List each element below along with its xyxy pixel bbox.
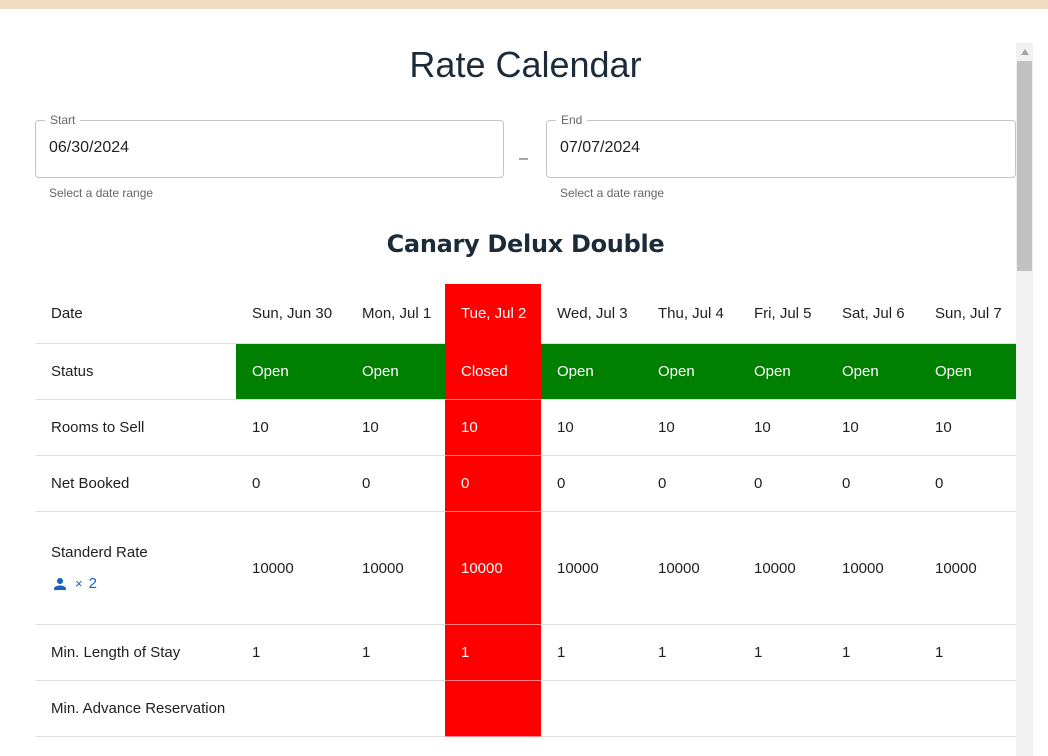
end-date-helper: Select a date range [560, 186, 665, 200]
row-label-min-length-of-stay: Min. Length of Stay [35, 624, 236, 681]
net-booked-row: Net Booked 0 0 0 0 0 0 0 0 [35, 455, 1016, 512]
standard-rate-cell[interactable]: 10000 [919, 511, 1016, 625]
net-booked-cell: 0 [738, 455, 826, 512]
date-header-cell: Mon, Jul 1 [346, 284, 445, 344]
min-length-of-stay-cell[interactable]: 1 [642, 624, 738, 681]
rooms-to-sell-cell[interactable]: 10 [642, 399, 738, 456]
min-advance-reservation-row: Min. Advance Reservation [35, 680, 1016, 737]
standard-rate-row: Standerd Rate × 2 10000 10000 10000 1000… [35, 511, 1016, 625]
date-header-cell: Tue, Jul 2 [445, 284, 541, 344]
net-booked-cell: 0 [826, 455, 919, 512]
min-length-of-stay-cell[interactable]: 1 [826, 624, 919, 681]
room-type-title: Canary Delux Double [386, 230, 665, 258]
row-label-rooms-to-sell: Rooms to Sell [35, 399, 236, 456]
min-advance-reservation-cell[interactable] [541, 680, 642, 737]
rooms-to-sell-cell[interactable]: 10 [541, 399, 642, 456]
min-length-of-stay-cell[interactable]: 1 [738, 624, 826, 681]
guests-multiplier: × [75, 576, 83, 591]
min-advance-reservation-cell[interactable] [826, 680, 919, 737]
min-advance-reservation-cell[interactable] [642, 680, 738, 737]
standard-rate-label: Standerd Rate [51, 543, 148, 561]
end-date-input[interactable] [560, 139, 980, 157]
date-header-cell: Wed, Jul 3 [541, 284, 642, 344]
status-cell[interactable]: Open [826, 343, 919, 400]
standard-rate-cell[interactable]: 10000 [826, 511, 919, 625]
net-booked-cell: 0 [541, 455, 642, 512]
standard-rate-cell[interactable]: 10000 [445, 511, 541, 625]
min-advance-reservation-cell[interactable] [919, 680, 1016, 737]
min-length-of-stay-cell[interactable]: 1 [236, 624, 346, 681]
scroll-up-arrow-icon[interactable] [1016, 43, 1033, 60]
status-cell[interactable]: Open [346, 343, 445, 400]
net-booked-cell: 0 [236, 455, 346, 512]
vertical-scrollbar[interactable] [1016, 43, 1033, 756]
start-date-label: Start [45, 113, 81, 127]
person-icon [54, 577, 66, 590]
net-booked-cell: 0 [642, 455, 738, 512]
end-date-field[interactable]: End [546, 113, 1016, 178]
min-advance-reservation-cell[interactable] [445, 680, 541, 737]
status-row: Status Open Open Closed Open Open Open O… [35, 343, 1016, 400]
rooms-to-sell-cell[interactable]: 10 [346, 399, 445, 456]
status-cell[interactable]: Open [642, 343, 738, 400]
date-header-cell: Sat, Jul 6 [826, 284, 919, 344]
status-cell[interactable]: Closed [445, 343, 541, 400]
end-date-label: End [556, 113, 588, 127]
page-title: Rate Calendar [409, 44, 642, 85]
start-date-helper: Select a date range [49, 186, 154, 200]
status-cell[interactable]: Open [236, 343, 346, 400]
standard-rate-cell[interactable]: 10000 [738, 511, 826, 625]
date-header-row: Date Sun, Jun 30 Mon, Jul 1 Tue, Jul 2 W… [35, 284, 1016, 344]
rooms-to-sell-row: Rooms to Sell 10 10 10 10 10 10 10 10 [35, 399, 1016, 456]
min-advance-reservation-cell[interactable] [346, 680, 445, 737]
guests-indicator: × 2 [51, 575, 236, 593]
min-length-of-stay-cell[interactable]: 1 [445, 624, 541, 681]
guests-count: 2 [88, 575, 97, 592]
standard-rate-cell[interactable]: 10000 [346, 511, 445, 625]
standard-rate-cell[interactable]: 10000 [541, 511, 642, 625]
min-length-of-stay-cell[interactable]: 1 [541, 624, 642, 681]
net-booked-cell: 0 [346, 455, 445, 512]
net-booked-cell: 0 [445, 455, 541, 512]
top-accent-bar [0, 0, 1048, 9]
start-date-input[interactable] [49, 139, 469, 157]
standard-rate-cell[interactable]: 10000 [642, 511, 738, 625]
min-length-of-stay-row: Min. Length of Stay 1 1 1 1 1 1 1 1 [35, 624, 1016, 681]
rooms-to-sell-cell[interactable]: 10 [445, 399, 541, 456]
date-header-cell: Fri, Jul 5 [738, 284, 826, 344]
date-header-cell: Sun, Jul 7 [919, 284, 1016, 344]
rate-calendar-table: Date Sun, Jun 30 Mon, Jul 1 Tue, Jul 2 W… [35, 284, 1016, 737]
date-header-cell: Sun, Jun 30 [236, 284, 346, 344]
row-label-net-booked: Net Booked [35, 455, 236, 512]
date-range-separator: – [519, 150, 528, 167]
row-label-status: Status [35, 343, 236, 400]
net-booked-cell: 0 [919, 455, 1016, 512]
min-advance-reservation-cell[interactable] [236, 680, 346, 737]
min-length-of-stay-cell[interactable]: 1 [346, 624, 445, 681]
rooms-to-sell-cell[interactable]: 10 [826, 399, 919, 456]
row-label-standard-rate: Standerd Rate × 2 [35, 511, 236, 625]
rooms-to-sell-cell[interactable]: 10 [738, 399, 826, 456]
status-cell[interactable]: Open [541, 343, 642, 400]
rooms-to-sell-cell[interactable]: 10 [236, 399, 346, 456]
row-label-min-advance-reservation: Min. Advance Reservation [35, 680, 236, 737]
status-cell[interactable]: Open [919, 343, 1016, 400]
start-date-field[interactable]: Start [35, 113, 504, 178]
rooms-to-sell-cell[interactable]: 10 [919, 399, 1016, 456]
standard-rate-cell[interactable]: 10000 [236, 511, 346, 625]
row-label-date: Date [35, 284, 236, 344]
status-cell[interactable]: Open [738, 343, 826, 400]
scrollbar-thumb[interactable] [1017, 61, 1032, 271]
min-length-of-stay-cell[interactable]: 1 [919, 624, 1016, 681]
date-header-cell: Thu, Jul 4 [642, 284, 738, 344]
min-advance-reservation-cell[interactable] [738, 680, 826, 737]
